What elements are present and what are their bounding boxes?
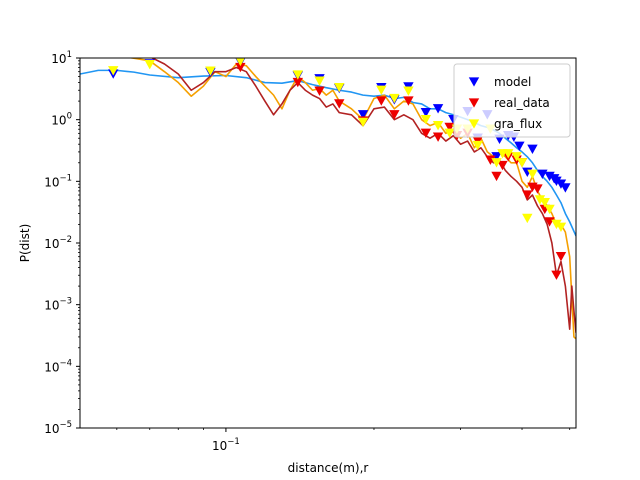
marker-real_data [292,77,303,88]
marker-real_data [491,171,502,182]
x-tick-label: 10−1 [212,437,240,453]
marker-gra_flux [235,58,245,67]
marker-real_data [485,155,496,165]
marker-real_data [403,96,414,106]
marker-gra_flux [534,195,546,205]
marker-model [560,183,571,193]
marker-real_data [551,270,562,280]
marker-gra_flux [522,213,533,224]
legend-marker-model [468,77,480,87]
y-tick-label: 10−4 [44,358,72,374]
marker-real_data [522,190,533,200]
marker-real_data [376,96,387,106]
marker-gra_flux [516,158,528,168]
marker-real_data [314,86,325,96]
marker-gra_flux [314,76,325,86]
marker-gra_flux [389,93,400,104]
x-axis-label: distance(m),r [288,461,369,475]
marker-gra_flux [555,222,567,232]
marker-model [420,107,432,118]
marker-gra_flux [503,149,514,159]
marker-gra_flux [544,204,555,215]
legend-box [453,63,571,138]
marker-real_data [555,252,567,262]
legend: model real_data gra_flux [453,63,571,138]
marker-model [514,141,525,151]
marker-real_data [389,110,400,120]
legend-label-gra_flux: gra_flux [494,117,542,131]
marker-gra_flux [334,83,345,93]
y-tick-label: 10−5 [44,420,72,436]
marker-real_data [420,128,432,139]
marker-gra_flux [472,140,483,151]
marker-model [491,152,502,162]
legend-marker-gra_flux [468,119,480,129]
marker-gra_flux [205,66,216,76]
marker-gra_flux [491,158,502,168]
marker-gra_flux [551,219,562,230]
y-axis-label: P(dist) [18,224,32,263]
marker-gra_flux [511,152,522,162]
marker-model [357,110,369,120]
legend-label-real_data: real_data [494,96,550,110]
marker-gra_flux [376,85,387,95]
y-tick-label: 100 [51,112,72,128]
marker-gra_flux [444,128,455,139]
marker-gra_flux [403,86,414,96]
marker-model [551,176,562,187]
legend-label-model: model [494,75,531,89]
legend-marker-real_data [468,98,480,108]
marker-real_data [334,99,345,109]
marker-real_data [497,160,508,171]
marker-gra_flux [292,70,303,80]
tick-layer: 10−5 10−4 10−3 10−2 10−1 100 101 10−1 [44,50,571,453]
y-tick-label: 10−3 [44,297,72,313]
marker-gra_flux [420,114,432,125]
marker-gra_flux [432,120,444,131]
marker-real_data [235,62,246,73]
y-tick-label: 10−2 [44,235,72,251]
marker-gra_flux [357,117,369,128]
marker-model [527,144,538,155]
marker-gra_flux [144,59,155,70]
marker-gra_flux [108,66,119,76]
marker-gra_flux [527,169,538,179]
marker-real_data [532,184,543,194]
marker-gra_flux [539,198,550,208]
marker-real_data [544,217,555,227]
line-series-2 [150,58,576,333]
marker-model [432,104,444,114]
y-tick-label: 101 [51,50,72,66]
marker-real_data [432,132,444,142]
y-tick-label: 10−1 [44,173,72,189]
